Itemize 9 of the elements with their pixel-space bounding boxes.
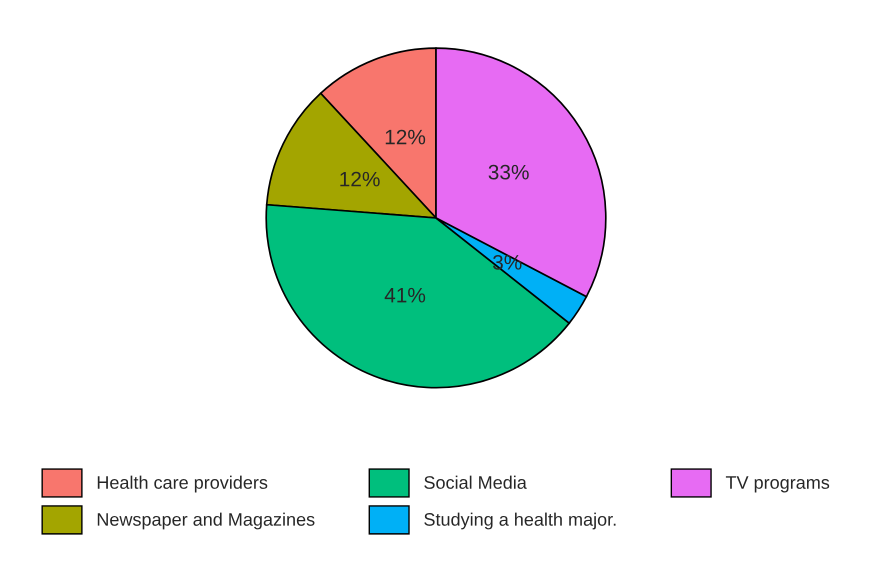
data-label: 33% [488, 164, 529, 180]
legend-label: Social Media [424, 476, 527, 489]
legend-label: Studying a health major. [424, 512, 616, 530]
data-label: 41% [384, 288, 426, 302]
data-label: 12% [386, 130, 426, 144]
legend-label: TV programs [726, 476, 830, 492]
legend-label: Newspaper and Magazines [98, 512, 314, 530]
legend-label: Health care providers [98, 476, 268, 492]
data-label: 12% [340, 172, 380, 186]
